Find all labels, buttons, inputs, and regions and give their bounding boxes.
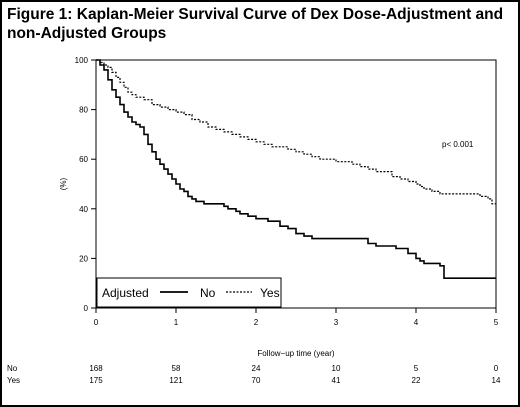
x-tick-label: 3 xyxy=(334,318,339,327)
risk-count: 14 xyxy=(492,376,501,385)
curve-no xyxy=(96,59,496,279)
x-tick-label: 4 xyxy=(414,318,419,327)
y-tick-label: 60 xyxy=(79,155,88,164)
risk-row-label: Yes xyxy=(7,376,20,385)
legend-title: Adjusted xyxy=(102,286,149,300)
y-tick-label: 20 xyxy=(79,254,88,263)
annotations: p< 0.001 xyxy=(442,140,474,149)
curve-yes xyxy=(96,59,496,205)
risk-count: 70 xyxy=(252,376,261,385)
y-axis-label: (%) xyxy=(59,177,68,190)
risk-count: 58 xyxy=(172,364,181,373)
risk-count: 175 xyxy=(89,376,103,385)
risk-count: 0 xyxy=(494,364,499,373)
risk-row-label: No xyxy=(7,364,18,373)
risk-count: 5 xyxy=(414,364,419,373)
y-tick-label: 40 xyxy=(79,205,88,214)
y-tick-label: 80 xyxy=(79,106,88,115)
figure-title: Figure 1: Kaplan-Meier Survival Curve of… xyxy=(7,6,504,42)
y-tick-label: 100 xyxy=(75,56,89,65)
x-tick-label: 5 xyxy=(494,318,499,327)
legend-label-yes: Yes xyxy=(260,286,280,300)
legend-box xyxy=(96,277,282,308)
x-tick-label: 2 xyxy=(254,318,259,327)
risk-count: 22 xyxy=(412,376,421,385)
risk-count: 168 xyxy=(89,364,103,373)
legend-label-no: No xyxy=(200,286,216,300)
plot-frame xyxy=(95,59,497,309)
x-tick-label: 1 xyxy=(174,318,179,327)
y-tick-label: 0 xyxy=(84,304,89,313)
chart-axes: 0 1 2 3 4 5 0 20 40 60 80 100 Follow−up time (year) (… xyxy=(59,56,499,358)
x-tick-label: 0 xyxy=(94,318,99,327)
risk-table: No 168 58 24 10 5 0 Yes 175 121 70 41 22 14 xyxy=(7,364,501,385)
risk-count: 10 xyxy=(332,364,341,373)
risk-count: 121 xyxy=(169,376,183,385)
survival-curves xyxy=(96,59,496,279)
p-value-annotation: p< 0.001 xyxy=(442,140,474,149)
risk-count: 24 xyxy=(252,364,261,373)
chart-legend: Adjusted No Yes xyxy=(96,277,282,308)
risk-count: 41 xyxy=(332,376,341,385)
x-axis-label: Follow−up time (year) xyxy=(257,349,334,358)
